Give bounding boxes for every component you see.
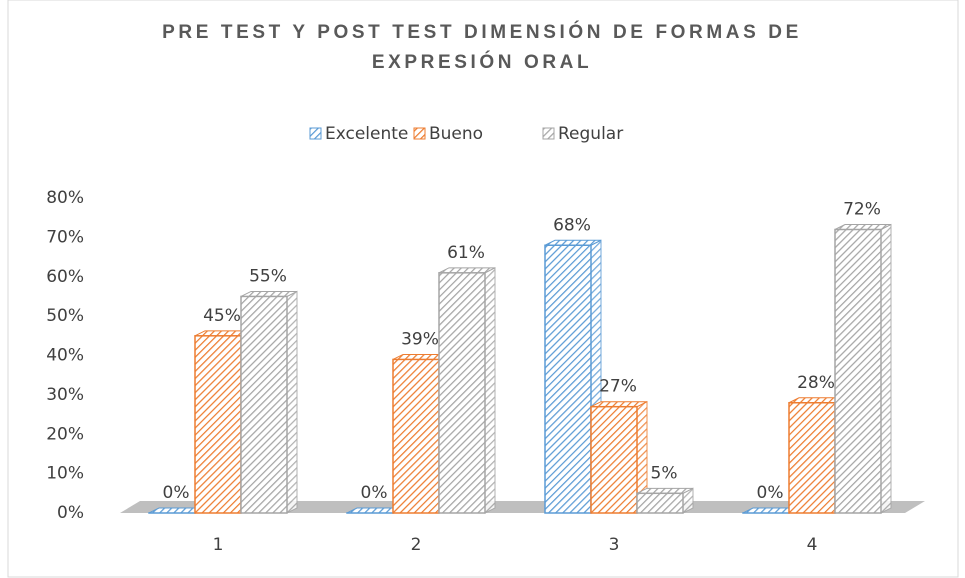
x-tick-label: 2	[411, 535, 422, 555]
bar-side	[880, 223, 892, 514]
data-label: 0%	[163, 483, 190, 503]
chart-frame	[7, 0, 959, 578]
x-tick-label: 3	[609, 535, 620, 555]
bar	[194, 335, 242, 514]
data-label: 45%	[203, 306, 241, 326]
bar	[544, 244, 592, 514]
data-label: 5%	[651, 463, 678, 483]
legend-label: Regular	[558, 124, 623, 144]
y-tick-label: 50%	[46, 306, 84, 326]
x-tick-label: 4	[807, 535, 818, 555]
y-tick-label: 20%	[46, 424, 84, 444]
floor	[120, 501, 925, 513]
y-tick-label: 30%	[46, 385, 84, 405]
data-label: 27%	[599, 377, 637, 397]
bar	[636, 492, 684, 514]
data-label: 61%	[447, 243, 485, 263]
bar-side	[286, 290, 298, 514]
y-tick-label: 10%	[46, 464, 84, 484]
y-tick-label: 40%	[46, 346, 84, 366]
x-tick-label: 1	[213, 535, 224, 555]
data-label: 39%	[401, 329, 439, 349]
y-tick-label: 60%	[46, 267, 84, 287]
data-label: 0%	[757, 483, 784, 503]
legend-swatch	[413, 127, 426, 140]
bar	[834, 228, 882, 514]
bar	[392, 358, 440, 514]
y-tick-label: 80%	[46, 188, 84, 208]
legend-swatch	[542, 127, 555, 140]
bar-side	[484, 267, 496, 514]
data-label: 55%	[249, 266, 287, 286]
legend-swatch	[309, 127, 322, 140]
bar	[438, 272, 486, 514]
bar	[240, 295, 288, 514]
chart-title: PRE TEST Y POST TEST DIMENSIÓN DE FORMAS…	[162, 22, 802, 73]
data-label: 68%	[553, 215, 591, 235]
data-label: 28%	[797, 373, 835, 393]
data-label: 0%	[361, 483, 388, 503]
y-tick-label: 70%	[46, 227, 84, 247]
legend-label: Bueno	[429, 124, 483, 144]
data-label: 72%	[843, 200, 881, 220]
y-tick-label: 0%	[57, 503, 84, 523]
bar	[788, 402, 836, 514]
legend-label: Excelente	[325, 124, 408, 144]
bar	[590, 405, 638, 514]
